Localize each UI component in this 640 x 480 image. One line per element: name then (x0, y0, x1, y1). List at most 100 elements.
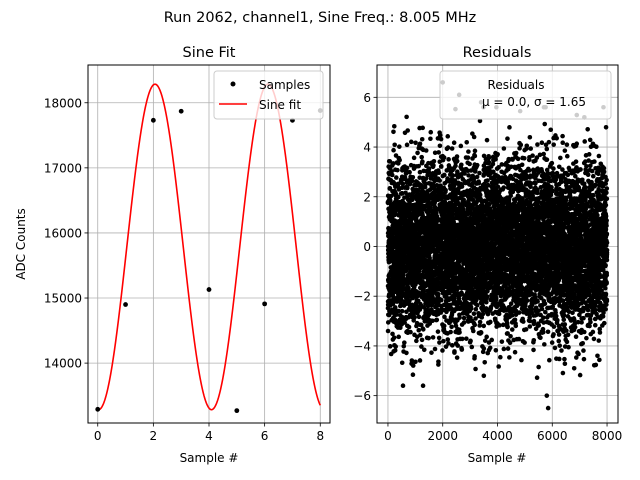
residual-point (431, 158, 437, 164)
residual-point (457, 315, 462, 320)
residual-point (421, 327, 426, 332)
sine-fit-y-tick-label: 18000 (44, 96, 82, 110)
residual-point (519, 357, 524, 363)
residual-point (416, 163, 421, 169)
residual-point (448, 329, 453, 335)
residual-point (481, 346, 487, 351)
residual-point (516, 336, 522, 342)
residual-point (451, 140, 457, 146)
residual-point (401, 344, 407, 349)
residual-point (410, 372, 416, 378)
residual-point (468, 338, 473, 344)
residual-point (393, 344, 399, 349)
residual-point (434, 317, 440, 323)
residual-point (515, 156, 521, 162)
residual-point (405, 185, 410, 191)
residual-point (404, 350, 409, 356)
residual-point (459, 184, 465, 189)
residual-point (396, 308, 401, 314)
residual-point (406, 324, 412, 330)
residual-point (436, 150, 441, 155)
residual-point (402, 320, 407, 325)
legend-samples-label: Samples (259, 78, 310, 92)
sine-fit-x-tick-label: 0 (94, 429, 102, 443)
residual-point (507, 340, 513, 345)
residual-point (441, 323, 447, 329)
sample-point (262, 301, 268, 307)
residual-point (432, 346, 438, 352)
residual-point (466, 149, 471, 154)
residual-point (389, 169, 394, 174)
residual-point (410, 174, 416, 180)
residual-point (461, 315, 467, 321)
residual-point (426, 335, 431, 341)
residual-point (404, 142, 410, 148)
residual-point (413, 140, 418, 146)
residual-point (455, 343, 461, 348)
residual-point (508, 334, 513, 339)
sine-fit-y-tick-label: 15000 (44, 292, 82, 306)
residual-point (397, 144, 402, 149)
residual-point (392, 348, 398, 353)
residual-point (445, 337, 451, 342)
sine-fit-x-tick-label: 4 (205, 429, 213, 443)
residual-point (496, 364, 501, 369)
residual-point (471, 311, 477, 317)
residual-point (477, 192, 483, 198)
residual-point (399, 191, 405, 196)
residual-point (418, 332, 423, 338)
residual-point (500, 322, 506, 328)
residual-point (472, 153, 478, 159)
residual-point (505, 136, 510, 141)
residuals-plot-area (385, 80, 610, 411)
residual-point (443, 187, 448, 193)
residual-point (507, 125, 512, 130)
residual-point (428, 136, 433, 142)
residual-point (407, 298, 412, 303)
residual-point (412, 314, 417, 320)
residual-point (499, 339, 505, 344)
residual-point (466, 173, 471, 178)
residual-point (457, 330, 462, 335)
residual-point (420, 383, 426, 389)
residual-point (408, 139, 414, 145)
residual-point (399, 360, 405, 366)
residual-point (469, 344, 475, 350)
residual-point (478, 330, 484, 336)
residual-point (387, 344, 393, 349)
residual-point (474, 162, 480, 168)
residual-point (436, 170, 442, 176)
residual-point (420, 125, 425, 131)
residual-point (436, 335, 442, 341)
residual-point (404, 165, 410, 171)
sine-fit-curve (97, 83, 321, 411)
legend-sine-fit-label: Sine fit (259, 98, 301, 112)
residual-point (449, 146, 455, 151)
residual-point (487, 345, 493, 351)
residual-point (389, 172, 395, 178)
residual-point (486, 155, 492, 161)
residual-point (437, 143, 443, 149)
residual-point (459, 347, 465, 352)
residual-point (452, 349, 457, 354)
sine-fit-legend-box (213, 70, 324, 120)
residual-point (438, 164, 444, 169)
residual-point (397, 157, 402, 163)
residual-point (423, 148, 429, 153)
residual-point (472, 148, 478, 154)
residual-point (459, 162, 464, 168)
residual-point (477, 319, 483, 325)
residual-point (392, 142, 397, 148)
sample-point (150, 117, 156, 123)
residual-point (440, 348, 445, 353)
residual-point (454, 154, 460, 159)
residual-point (385, 320, 391, 325)
residual-point (505, 324, 510, 330)
residual-point (484, 334, 489, 340)
residual-point (411, 155, 417, 161)
residual-point (493, 156, 498, 162)
residual-point (471, 328, 476, 334)
residual-point (387, 185, 393, 191)
